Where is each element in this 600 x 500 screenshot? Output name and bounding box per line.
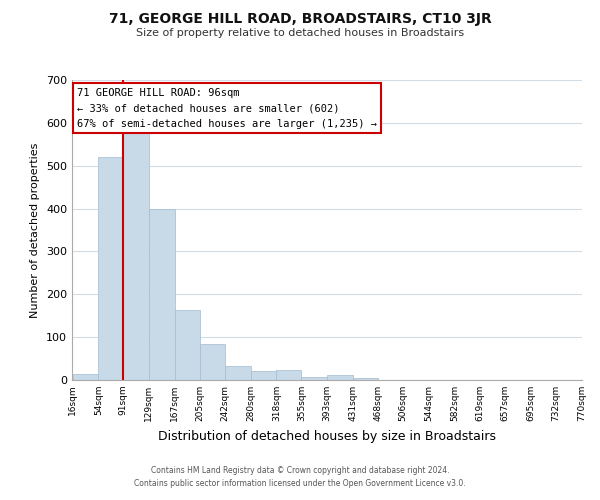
Bar bbox=[73, 374, 98, 380]
Bar bbox=[175, 310, 200, 380]
Bar bbox=[200, 344, 225, 380]
Bar bbox=[98, 157, 123, 380]
X-axis label: Distribution of detached houses by size in Broadstairs: Distribution of detached houses by size … bbox=[158, 430, 496, 442]
Bar bbox=[225, 366, 251, 380]
Text: 71 GEORGE HILL ROAD: 96sqm
← 33% of detached houses are smaller (602)
67% of sem: 71 GEORGE HILL ROAD: 96sqm ← 33% of deta… bbox=[77, 88, 377, 128]
Bar bbox=[277, 370, 301, 380]
Bar bbox=[251, 370, 277, 380]
Bar bbox=[353, 378, 377, 380]
Y-axis label: Number of detached properties: Number of detached properties bbox=[31, 142, 40, 318]
Bar bbox=[327, 375, 353, 380]
Bar bbox=[149, 208, 175, 380]
Bar bbox=[301, 376, 327, 380]
Bar bbox=[123, 130, 149, 380]
Text: Contains HM Land Registry data © Crown copyright and database right 2024.
Contai: Contains HM Land Registry data © Crown c… bbox=[134, 466, 466, 487]
Text: 71, GEORGE HILL ROAD, BROADSTAIRS, CT10 3JR: 71, GEORGE HILL ROAD, BROADSTAIRS, CT10 … bbox=[109, 12, 491, 26]
Text: Size of property relative to detached houses in Broadstairs: Size of property relative to detached ho… bbox=[136, 28, 464, 38]
